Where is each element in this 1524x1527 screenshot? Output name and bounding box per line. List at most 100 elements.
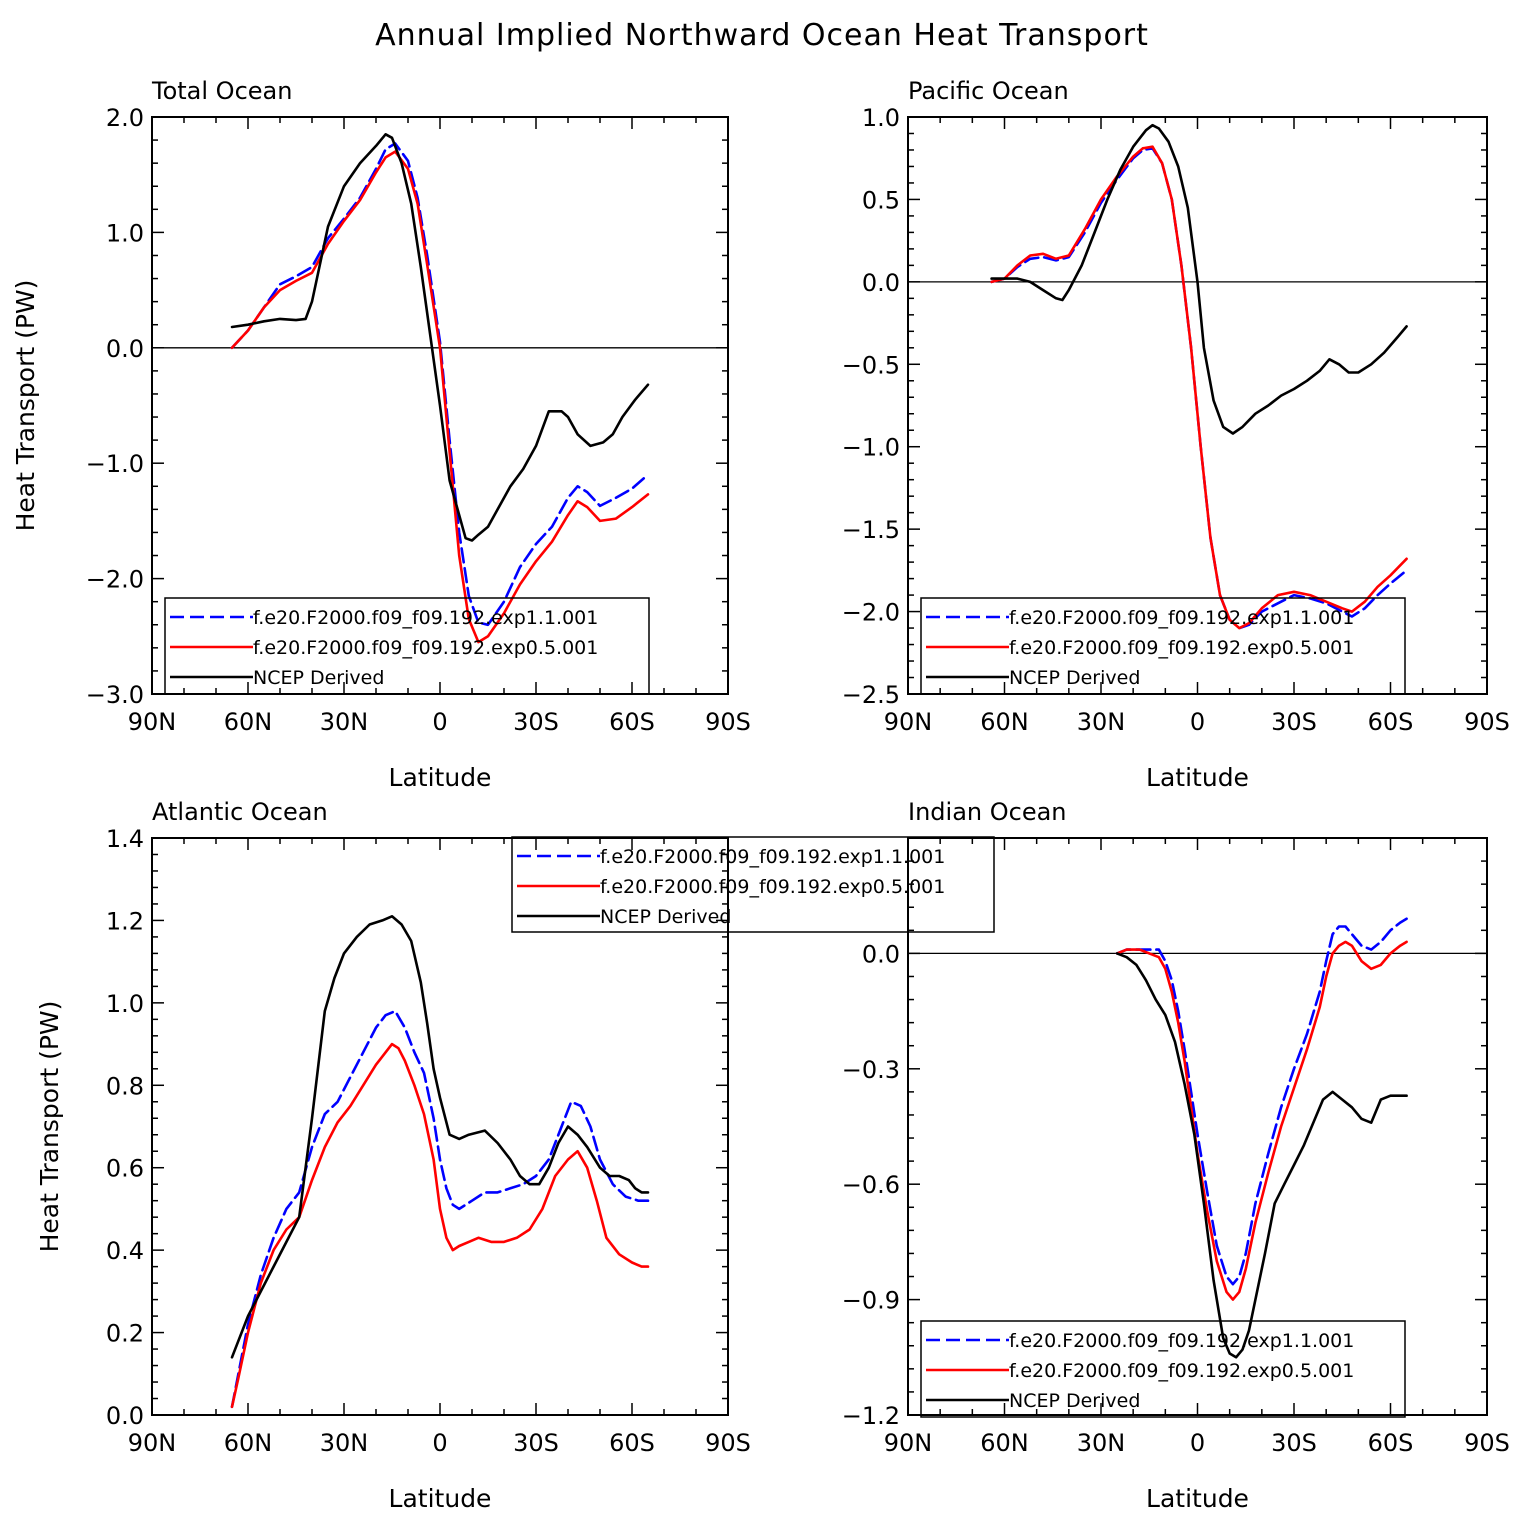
pacific-legend: f.e20.F2000.f09_f09.192.exp1.1.001 f.e20.… xyxy=(920,597,1406,695)
pacific-x-tick-label: 0 xyxy=(1190,708,1205,736)
pacific-legend-label: f.e20.F2000.f09_f09.192.exp1.1.001 xyxy=(1009,607,1354,629)
total-y-tick-label: 1.0 xyxy=(106,219,144,247)
total-series-line-exp05 xyxy=(230,150,650,644)
total-legend-label: f.e20.F2000.f09_f09.192.exp0.5.001 xyxy=(253,637,598,659)
atlantic-x-tick-label: 90S xyxy=(705,1429,751,1457)
total-x-tick-label: 30S xyxy=(513,708,559,736)
pacific-series-line-exp1 xyxy=(990,147,1408,630)
total-legend-box xyxy=(164,597,650,695)
total-y-axis-label: Heat Transport (PW) xyxy=(11,280,40,532)
atlantic-y-tick-label: 0.4 xyxy=(106,1237,144,1265)
total-x-tick-label: 60S xyxy=(609,708,655,736)
indian-y-tick-label: 0.0 xyxy=(862,940,900,968)
total-legend-label: f.e20.F2000.f09_f09.192.exp1.1.001 xyxy=(253,607,598,629)
total-y-tick-label: −2.0 xyxy=(86,566,144,594)
total-x-tick-label: 60N xyxy=(224,708,273,736)
atlantic-series-line-exp05 xyxy=(230,1042,650,1409)
atlantic-y-tick-label: 0.2 xyxy=(106,1320,144,1348)
indian-legend-label: f.e20.F2000.f09_f09.192.exp0.5.001 xyxy=(1009,1360,1354,1382)
pacific-y-tick-label: −0.5 xyxy=(842,351,900,379)
indian-y-tick-label: −0.9 xyxy=(842,1287,900,1315)
indian-legend-label: f.e20.F2000.f09_f09.192.exp1.1.001 xyxy=(1009,1330,1354,1352)
atlantic-x-tick-label: 90N xyxy=(128,1429,177,1457)
atlantic-x-tick-label: 30S xyxy=(513,1429,559,1457)
total-y-tick-label: −1.0 xyxy=(86,450,144,478)
total-x-tick-label: 90S xyxy=(705,708,751,736)
indian-x-tick-label: 90N xyxy=(884,1429,933,1457)
pacific-x-axis-label: Latitude xyxy=(1146,763,1249,792)
atlantic-y-tick-label: 1.0 xyxy=(106,990,144,1018)
total-x-tick-label: 0 xyxy=(432,708,447,736)
atlantic-legend-label: f.e20.F2000.f09_f09.192.exp0.5.001 xyxy=(600,876,945,898)
total-x-tick-label: 30N xyxy=(320,708,369,736)
pacific-x-tick-label: 90N xyxy=(884,708,933,736)
indian-legend-label: NCEP Derived xyxy=(1009,1390,1140,1412)
pacific-y-tick-label: 0.0 xyxy=(862,269,900,297)
atlantic-y-tick-label: 1.4 xyxy=(106,825,144,853)
atlantic-x-tick-label: 60N xyxy=(224,1429,273,1457)
pacific-legend-box xyxy=(920,597,1406,695)
indian-x-axis-label: Latitude xyxy=(1146,1484,1249,1513)
indian-series-line-ncep xyxy=(1115,952,1408,1359)
indian-legend-box xyxy=(920,1320,1406,1418)
atlantic-y-tick-label: 0.8 xyxy=(106,1072,144,1100)
pacific-y-tick-label: −2.5 xyxy=(842,681,900,709)
pacific-y-tick-label: −1.0 xyxy=(842,434,900,462)
atlantic-panel-title: Atlantic Ocean xyxy=(152,798,328,826)
pacific-x-tick-label: 60N xyxy=(980,708,1029,736)
figure-title: Annual Implied Northward Ocean Heat Tran… xyxy=(375,18,1149,53)
total-y-tick-label: −3.0 xyxy=(86,681,144,709)
atlantic-x-tick-label: 0 xyxy=(432,1429,447,1457)
pacific-legend-label: NCEP Derived xyxy=(1009,667,1140,689)
indian-x-tick-label: 60N xyxy=(980,1429,1029,1457)
pacific-ocean-panel: Pacific Ocean 90N 60N 30N 0 30S 60S 90S −2.5 −2.0… xyxy=(842,77,1510,792)
indian-x-tick-label: 60S xyxy=(1368,1429,1414,1457)
atlantic-y-tick-label: 0.0 xyxy=(106,1402,144,1430)
indian-y-tick-label: −0.3 xyxy=(842,1056,900,1084)
atlantic-y-tick-label: 0.6 xyxy=(106,1155,144,1183)
pacific-series-line-ncep xyxy=(990,123,1408,435)
indian-x-tick-label: 30S xyxy=(1271,1429,1317,1457)
indian-ocean-panel: Indian Ocean 90N 60N 30N 0 30S 60S 90S −1.2 −0.9 −… xyxy=(842,798,1510,1513)
pacific-y-tick-label: 0.5 xyxy=(862,186,900,214)
indian-panel-title: Indian Ocean xyxy=(908,798,1067,826)
pacific-x-tick-label: 30N xyxy=(1077,708,1126,736)
pacific-x-tick-label: 90S xyxy=(1464,708,1510,736)
indian-series-line-exp1 xyxy=(1115,917,1408,1286)
total-y-tick-label: 0.0 xyxy=(106,335,144,363)
total-x-tick-label: 90N xyxy=(128,708,177,736)
total-legend-label: NCEP Derived xyxy=(253,667,384,689)
indian-y-tick-label: −1.2 xyxy=(842,1402,900,1430)
total-series-line-exp1 xyxy=(230,142,650,627)
atlantic-y-axis-label: Heat Transport (PW) xyxy=(35,1001,64,1253)
total-y-tick-label: 2.0 xyxy=(106,104,144,132)
indian-legend: f.e20.F2000.f09_f09.192.exp1.1.001 f.e20.… xyxy=(920,1320,1406,1418)
atlantic-x-tick-label: 30N xyxy=(320,1429,369,1457)
atlantic-x-tick-label: 60S xyxy=(609,1429,655,1457)
atlantic-y-tick-label: 1.2 xyxy=(106,907,144,935)
pacific-y-tick-label: −2.0 xyxy=(842,599,900,627)
pacific-panel-title: Pacific Ocean xyxy=(908,77,1069,105)
pacific-y-tick-label: 1.0 xyxy=(862,104,900,132)
total-ocean-panel: Total Ocean 90N 60N 30N 0 30S 60S 90S −3.0 −2.0 −1… xyxy=(11,77,751,792)
atlantic-legend-box xyxy=(511,836,995,933)
pacific-x-tick-label: 30S xyxy=(1271,708,1317,736)
total-x-axis-label: Latitude xyxy=(389,763,492,792)
atlantic-legend-label: NCEP Derived xyxy=(600,906,731,928)
atlantic-legend: f.e20.F2000.f09_f09.192.exp1.1.001 f.e20.… xyxy=(511,836,995,933)
total-panel-title: Total Ocean xyxy=(151,77,292,105)
atlantic-ocean-panel: Atlantic Ocean 90N 60N 30N 0 30S 60S 90S 0.0 0.2 0… xyxy=(35,798,751,1513)
pacific-x-tick-label: 60S xyxy=(1368,708,1414,736)
atlantic-series-line-ncep xyxy=(230,914,650,1359)
indian-x-tick-label: 0 xyxy=(1190,1429,1205,1457)
indian-x-tick-label: 30N xyxy=(1077,1429,1126,1457)
atlantic-x-axis-label: Latitude xyxy=(389,1484,492,1513)
pacific-legend-label: f.e20.F2000.f09_f09.192.exp0.5.001 xyxy=(1009,637,1354,659)
indian-y-tick-label: −0.6 xyxy=(842,1171,900,1199)
atlantic-legend-label: f.e20.F2000.f09_f09.192.exp1.1.001 xyxy=(600,846,945,868)
pacific-series-line-exp05 xyxy=(990,145,1408,630)
total-series-line-ncep xyxy=(230,133,650,542)
indian-x-tick-label: 90S xyxy=(1464,1429,1510,1457)
total-legend: f.e20.F2000.f09_f09.192.exp1.1.001 f.e20.… xyxy=(164,597,650,695)
